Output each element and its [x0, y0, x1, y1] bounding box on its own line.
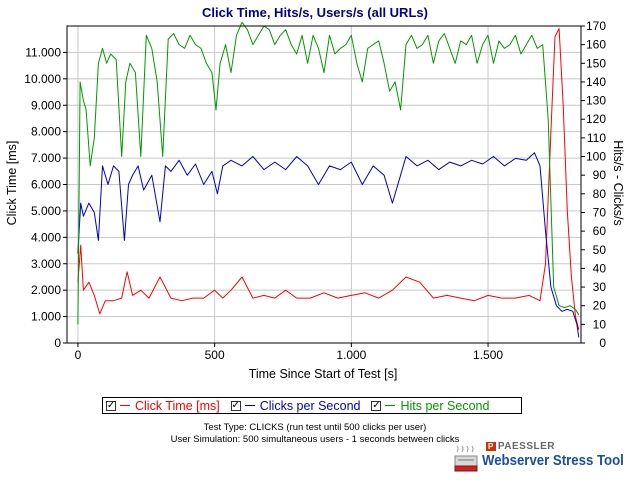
legend-label-hits-per-second: Hits per Second [400, 398, 490, 413]
legend-label-click-time: Click Time [ms] [135, 398, 220, 413]
y-right-tick-label: 50 [593, 243, 607, 257]
legend-swatch-blue [244, 405, 255, 406]
x-tick-label: 500 [205, 348, 225, 362]
product-name: Webserver Stress Tool [482, 452, 624, 469]
y-right-tick-label: 10 [593, 317, 607, 331]
y-left-tick-label: 8.000 [31, 125, 61, 139]
y-left-tick-label: 4.000 [31, 230, 61, 244]
company-name-text: PAESSLER [497, 441, 556, 452]
checkbox-clicks-per-second[interactable]: ✓ [230, 399, 241, 411]
y-right-tick-label: 150 [586, 56, 606, 70]
test-type-info: Test Type: CLICKS (run test until 500 cl… [203, 422, 427, 433]
y-right-tick-label: 40 [593, 261, 607, 275]
chart-title: Click Time, Hits/s, Users/s (all URLs) [202, 5, 428, 20]
legend-label-clicks-per-second: Clicks per Second [259, 398, 361, 413]
y-left-tick-label: 3.000 [31, 257, 61, 271]
y-axis-left-label: Click Time [ms] [5, 141, 19, 226]
y-right-tick-label: 170 [586, 19, 606, 33]
y-right-tick-label: 110 [587, 131, 606, 145]
y-left-tick-label: 2.000 [31, 283, 61, 297]
x-axis-label: Time Since Start of Test [s] [249, 367, 398, 381]
y-right-tick-label: 140 [586, 75, 606, 89]
y-right-tick-label: 0 [599, 336, 606, 350]
company-tag: P [486, 442, 496, 451]
y-right-tick-label: 60 [593, 224, 607, 238]
y-left-tick-label: 6.000 [31, 178, 61, 192]
y-right-tick-label: 100 [586, 150, 606, 164]
user-simulation-info: User Simulation: 500 simultaneous users … [170, 434, 460, 445]
series-layer [77, 21, 580, 338]
y-right-tick-label: 90 [593, 168, 607, 182]
y-right-tick-label: 80 [593, 187, 607, 201]
y-right-tick-label: 120 [586, 112, 606, 126]
axis-ticks: 0 500 1.000 1.50001.0002.0003.0004.0005.000… [24, 19, 606, 362]
series-line-click-time-ms [77, 28, 580, 330]
legend-swatch-red [120, 405, 130, 406]
branding: P PAESSLER Webserver Stress Tool [454, 440, 630, 480]
company-name: P PAESSLER [486, 441, 555, 452]
y-right-tick-label: 70 [593, 205, 607, 219]
y-left-tick-label: 7.000 [31, 151, 61, 165]
legend-swatch-green [385, 405, 396, 406]
legend-item-hits-per-second[interactable]: ✓ Hits per Second [368, 399, 489, 413]
y-left-tick-label: 9.000 [31, 98, 61, 112]
y-right-tick-label: 30 [593, 280, 607, 294]
y-left-tick-label: 11.000 [25, 45, 61, 59]
series-line-hits-per-second [77, 21, 580, 325]
chart-legend: ✓ Click Time [ms] ✓ Clicks per Second ✓ … [102, 397, 522, 414]
y-left-tick-label: 5.000 [31, 204, 61, 218]
legend-item-clicks-per-second[interactable]: ✓ Clicks per Second [228, 398, 361, 413]
y-axis-right-label: Hits/s - Clicks/s [611, 140, 625, 225]
checkbox-click-time[interactable]: ✓ [106, 399, 116, 411]
y-left-tick-label: 1.000 [31, 310, 61, 324]
legend-item-click-time[interactable]: ✓ Click Time [ms] [103, 399, 220, 413]
stress-tool-logo-icon [454, 446, 478, 472]
y-left-tick-label: 10.000 [24, 72, 61, 86]
y-left-tick-label: 0 [54, 336, 61, 350]
x-tick-label: 1.000 [336, 348, 366, 362]
series-line-clicks-per-second [77, 152, 580, 338]
x-tick-label: 0 [75, 348, 82, 362]
checkbox-hits-per-second[interactable]: ✓ [371, 399, 382, 411]
x-tick-label: 1.500 [473, 348, 503, 362]
y-right-tick-label: 20 [593, 299, 607, 313]
y-right-tick-label: 130 [586, 94, 606, 108]
y-right-tick-label: 160 [586, 38, 606, 52]
